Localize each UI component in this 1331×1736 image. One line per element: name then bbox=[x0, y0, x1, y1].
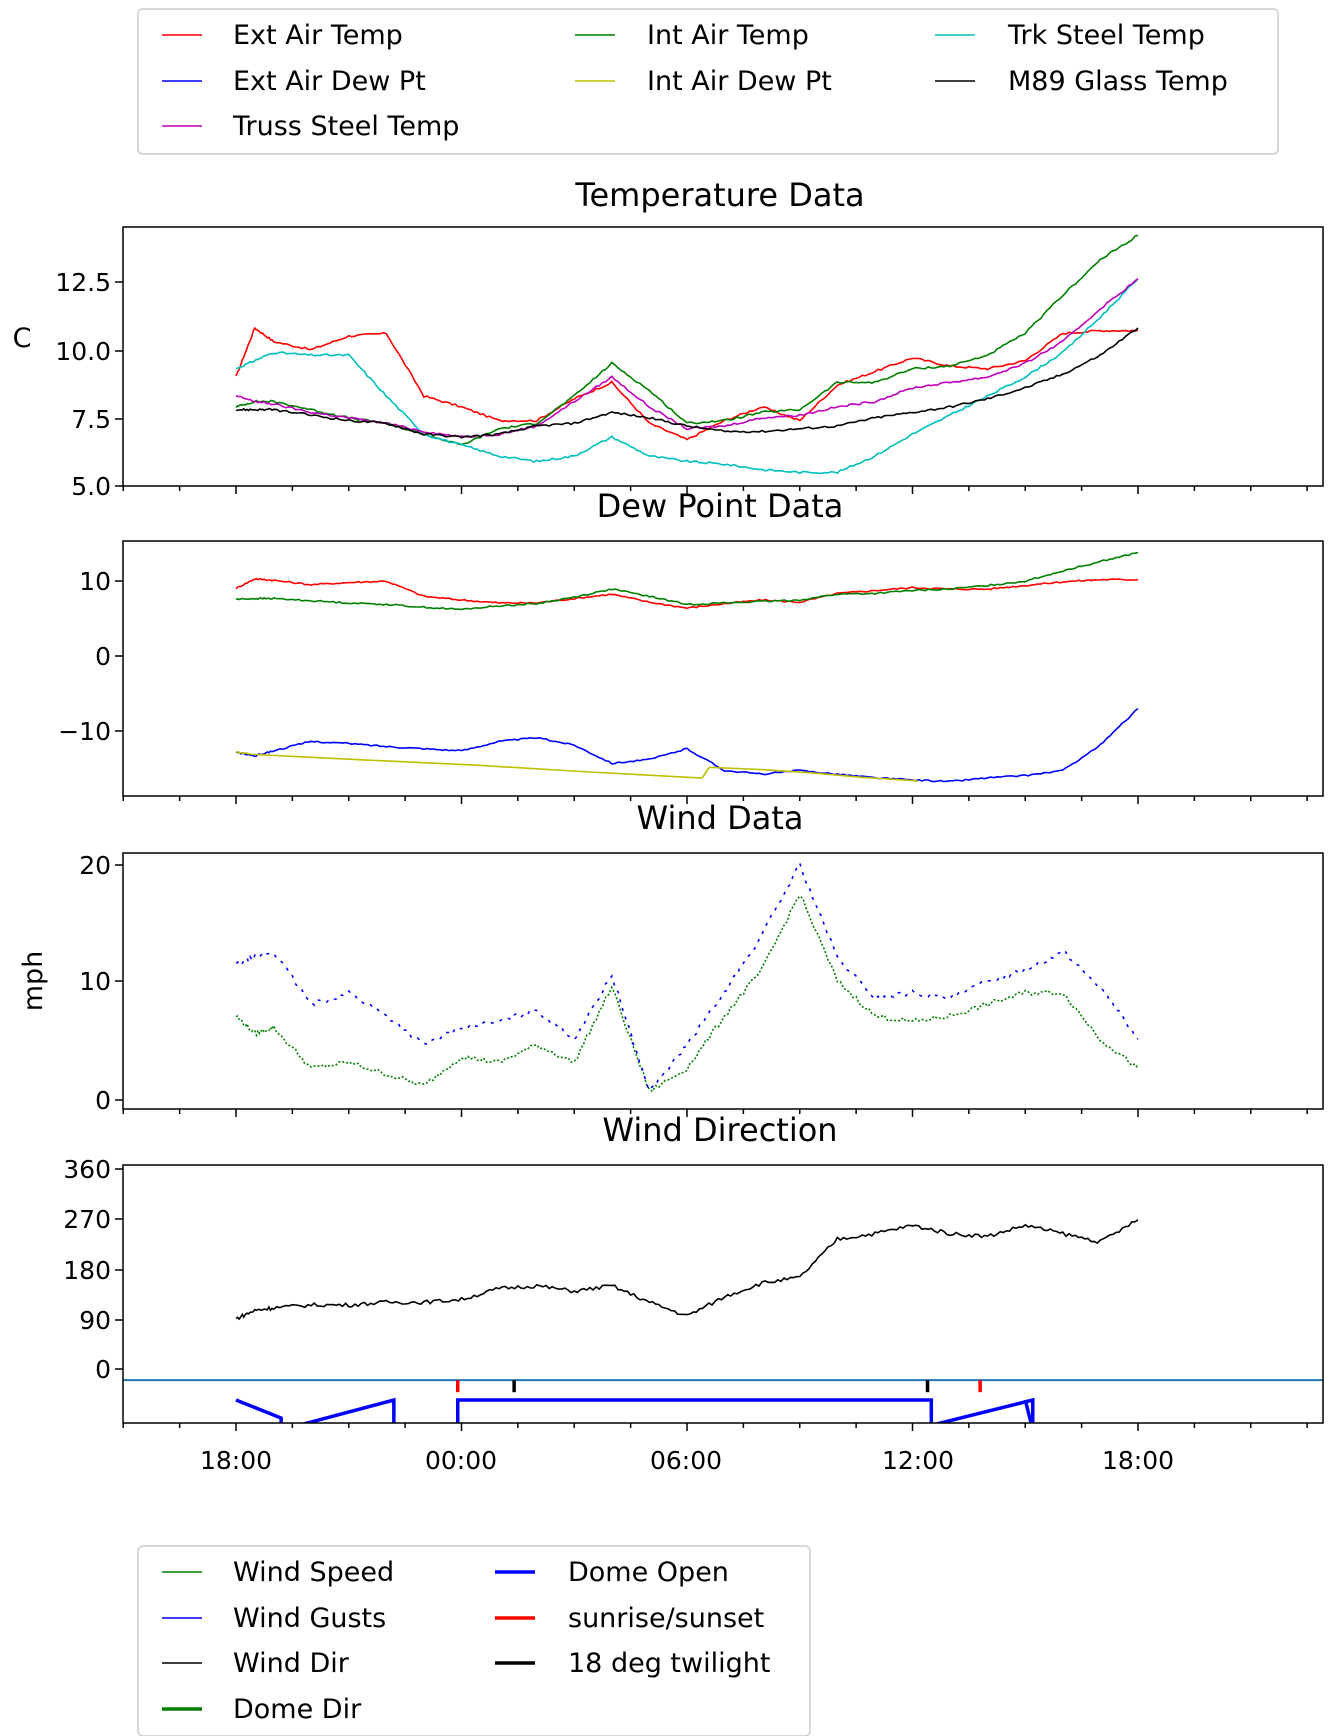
x-tick-label: 00:00 bbox=[425, 1446, 497, 1475]
temperature-panel: Temperature Data C 5.0 7.5 10.0 12.5 bbox=[13, 176, 1324, 501]
series-line-int-air-temp bbox=[235, 551, 1139, 611]
panel-title: Wind Data bbox=[637, 799, 804, 837]
legend-entry-dome-dir: Dome Dir bbox=[162, 1694, 362, 1725]
panel-title: Wind Direction bbox=[602, 1111, 837, 1149]
y-tick-label: 0 bbox=[95, 1086, 111, 1115]
y-axis-label: C bbox=[13, 323, 32, 354]
legend-label: Truss Steel Temp bbox=[232, 111, 459, 142]
dome-open-line bbox=[1023, 1399, 1033, 1423]
legend-label: Ext Air Temp bbox=[233, 20, 403, 51]
plot-frame bbox=[122, 226, 1324, 487]
x-tick-label: 18:00 bbox=[1102, 1446, 1174, 1475]
series-line-int-air-temp bbox=[235, 234, 1139, 446]
legend-entry-wind-dir: Wind Dir bbox=[162, 1648, 350, 1679]
x-tick-labels: 18:00 00:00 06:00 12:00 18:00 bbox=[200, 1446, 1174, 1475]
dome-open-line bbox=[235, 1398, 283, 1423]
plot-frame bbox=[122, 540, 1324, 797]
y-tick-label: 0 bbox=[95, 1355, 111, 1384]
x-tick-label: 18:00 bbox=[200, 1446, 272, 1475]
top-legend-frame bbox=[137, 8, 1279, 155]
y-tick-label: 10 bbox=[79, 967, 111, 996]
series-line-ext-air-dew-pt bbox=[235, 707, 1139, 783]
plot-frame bbox=[122, 852, 1324, 1110]
y-tick-label: 12.5 bbox=[55, 268, 111, 297]
series-line-wind-gusts bbox=[235, 861, 1139, 1092]
y-tick-label: 180 bbox=[63, 1256, 111, 1285]
legend-entry-m89-glass-temp: M89 Glass Temp bbox=[935, 66, 1228, 97]
legend-label: Wind Dir bbox=[233, 1648, 350, 1679]
y-tick-label: 20 bbox=[79, 851, 111, 880]
legend-label: M89 Glass Temp bbox=[1008, 66, 1228, 97]
series-line-ext-air-temp bbox=[235, 577, 1139, 610]
y-tick-label: 7.5 bbox=[71, 405, 111, 434]
series-line-wind-speed bbox=[235, 895, 1139, 1093]
legend-entry-wind-gusts: Wind Gusts bbox=[162, 1603, 386, 1634]
series-line-m89-glass-temp bbox=[235, 327, 1139, 439]
legend-label: Int Air Dew Pt bbox=[647, 66, 832, 97]
series-line-trk-steel-temp bbox=[235, 278, 1139, 475]
wind-speed-panel: Wind Data mph 0 10 20 bbox=[18, 799, 1324, 1117]
legend-label: Dome Dir bbox=[233, 1694, 362, 1725]
bottom-legend-frame bbox=[137, 1545, 811, 1736]
legend-entry-int-air-temp: Int Air Temp bbox=[575, 20, 809, 51]
legend-entry-sunrise-sunset: sunrise/sunset bbox=[495, 1603, 764, 1634]
x-tick-label: 12:00 bbox=[882, 1446, 954, 1475]
series-line-ext-air-temp bbox=[235, 326, 1139, 441]
legend-entry-18-deg-twilight: 18 deg twilight bbox=[495, 1648, 770, 1679]
y-tick-label: 360 bbox=[63, 1155, 111, 1184]
y-tick-label: 270 bbox=[63, 1205, 111, 1234]
dome-open-line bbox=[455, 1398, 934, 1423]
legend-entry-ext-air-temp: Ext Air Temp bbox=[162, 20, 403, 51]
series-line-int-air-dew-pt bbox=[235, 750, 919, 782]
series-line-wind-dir bbox=[235, 1219, 1139, 1321]
top-legend: Ext Air Temp Int Air Temp Trk Steel Temp… bbox=[137, 8, 1279, 155]
y-tick-label: 10 bbox=[79, 567, 111, 596]
legend-label: Wind Speed bbox=[233, 1557, 394, 1588]
dew-point-panel: Dew Point Data −10 0 10 bbox=[58, 487, 1324, 804]
y-tick-label: 0 bbox=[95, 642, 111, 671]
legend-label: sunrise/sunset bbox=[568, 1603, 764, 1634]
legend-entry-trk-steel-temp: Trk Steel Temp bbox=[935, 20, 1205, 51]
series-line-truss-steel-temp bbox=[235, 278, 1139, 438]
legend-label: Ext Air Dew Pt bbox=[233, 66, 426, 97]
dome-open-line bbox=[300, 1397, 396, 1423]
panel-title: Dew Point Data bbox=[597, 487, 844, 525]
y-axis-label: mph bbox=[18, 951, 49, 1012]
legend-label: 18 deg twilight bbox=[568, 1648, 770, 1679]
wind-direction-panel: Wind Direction 0 90 180 270 360 bbox=[63, 1111, 1324, 1431]
y-tick-label: 5.0 bbox=[71, 472, 111, 501]
legend-label: Dome Open bbox=[568, 1557, 729, 1588]
legend-entry-int-air-dew-pt: Int Air Dew Pt bbox=[575, 66, 832, 97]
legend-entry-ext-air-dew-pt: Ext Air Dew Pt bbox=[162, 66, 426, 97]
y-tick-label: 10.0 bbox=[55, 337, 111, 366]
y-tick-label: 90 bbox=[79, 1306, 111, 1335]
legend-label: Int Air Temp bbox=[647, 20, 809, 51]
bottom-legend: Wind Speed Dome Open Wind Gusts sunrise/… bbox=[137, 1545, 811, 1736]
y-tick-label: −10 bbox=[58, 717, 111, 746]
panel-title: Temperature Data bbox=[574, 176, 864, 214]
legend-label: Trk Steel Temp bbox=[1007, 20, 1205, 51]
legend-entry-truss-steel-temp: Truss Steel Temp bbox=[162, 111, 459, 142]
dome-open-line bbox=[933, 1397, 1035, 1423]
legend-entry-dome-open: Dome Open bbox=[495, 1557, 729, 1588]
plot-frame bbox=[122, 1164, 1324, 1424]
legend-entry-wind-speed: Wind Speed bbox=[162, 1557, 394, 1588]
x-tick-label: 06:00 bbox=[650, 1446, 722, 1475]
legend-label: Wind Gusts bbox=[233, 1603, 386, 1634]
